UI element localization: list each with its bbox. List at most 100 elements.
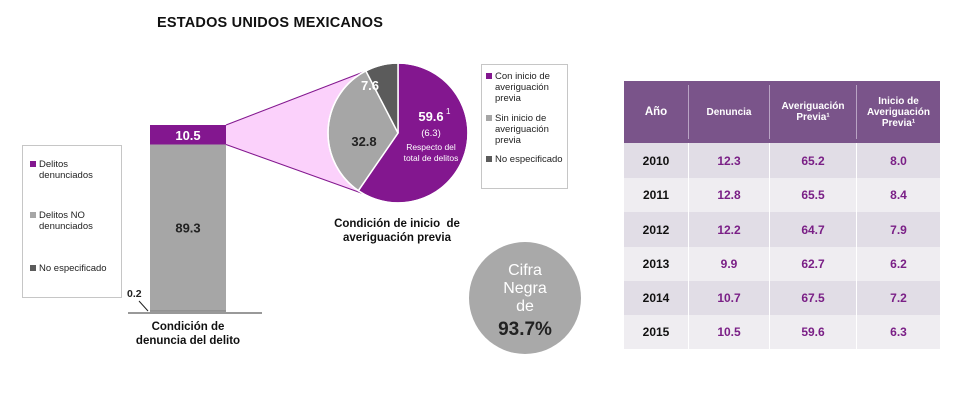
cell-year: 2013 — [642, 257, 670, 271]
data-table: Año Denuncia Averiguación Previa¹ Inicio… — [624, 81, 940, 349]
pie-label-superscript: 1 — [446, 107, 451, 116]
legend-label: averiguación — [495, 82, 549, 93]
cell-averiguacion: 65.5 — [801, 188, 825, 202]
pie-label-sin-inicio: 32.8 — [351, 134, 376, 149]
cell-denuncia: 9.9 — [720, 257, 738, 271]
column-divider — [688, 143, 689, 349]
legend-label: No especificado — [495, 154, 563, 165]
pie-caption-line: Condición de inicio de — [334, 218, 460, 230]
legend-label: averiguación — [495, 124, 549, 135]
cell-averiguacion: 67.5 — [801, 291, 825, 305]
header-divider — [856, 85, 857, 139]
legend-item-no-especificado: No especificado — [486, 154, 563, 165]
legend-label: Con inicio de — [495, 71, 550, 82]
header-inicio: Inicio de Averiguación Previa¹ — [857, 81, 940, 143]
header-label: Averiguación — [867, 106, 930, 118]
cell-denuncia: 10.5 — [717, 325, 741, 339]
cell-averiguacion: 64.7 — [801, 222, 825, 237]
cifra-negra-line: de — [516, 298, 534, 315]
cell-inicio: 6.3 — [890, 325, 907, 339]
legend-averiguacion: Con inicio de averiguación previa Sin in… — [481, 64, 568, 189]
header-label: Inicio de — [878, 95, 919, 107]
legend-label: previa — [495, 93, 521, 104]
header-label: Previa¹ — [881, 117, 916, 129]
header-label: Denuncia — [706, 106, 752, 118]
bar-caption-line: Condición de — [151, 321, 225, 333]
legend-denuncia: Delitos denunciados Delitos NO denunciad… — [22, 145, 122, 298]
cell-inicio: 7.9 — [890, 222, 907, 237]
pie-label-con-inicio: 59.6 — [418, 109, 443, 124]
cell-year: 2012 — [642, 222, 670, 237]
header-denuncia: Denuncia — [689, 81, 769, 143]
pie-label-no-especificado: 7.6 — [361, 78, 379, 93]
bar-label-denunciados: 10.5 — [175, 128, 200, 143]
cell-inicio: 8.0 — [890, 153, 907, 168]
table-header: Año Denuncia Averiguación Previa¹ Inicio… — [624, 81, 940, 143]
cifra-negra-value: 93.7% — [498, 319, 552, 340]
table-row: 2015 10.5 59.6 6.3 — [624, 315, 940, 349]
header-divider — [688, 85, 689, 139]
bar-segment-no-denunciados — [150, 144, 226, 311]
cell-denuncia: 10.7 — [717, 291, 741, 305]
pie-note-line: total de delitos — [404, 153, 459, 163]
cell-averiguacion: 59.6 — [801, 325, 825, 339]
legend-label: denunciados — [39, 221, 93, 232]
bar-caption: Condición de denuncia del delito — [118, 320, 258, 348]
header-label: Año — [644, 105, 668, 118]
header-divider — [769, 85, 770, 139]
table-row: 2012 12.2 64.7 7.9 — [624, 212, 940, 247]
cell-inicio: 6.2 — [890, 257, 907, 271]
pie-caption: Condición de inicio de averiguación prev… — [322, 217, 472, 245]
cifra-negra-line: Cifra — [508, 262, 542, 279]
legend-label: Sin inicio de — [495, 113, 547, 124]
column-divider — [769, 143, 770, 349]
legend-item-no-denunciados: Delitos NO denunciados — [30, 210, 93, 232]
legend-item-no-especificado: No especificado — [30, 263, 107, 274]
table-row: 2010 12.3 65.2 8.0 — [624, 143, 940, 178]
legend-label: Delitos NO — [39, 210, 85, 221]
cell-inicio: 7.2 — [890, 291, 907, 305]
header-label: Previa¹ — [796, 112, 830, 123]
cell-averiguacion: 62.7 — [801, 257, 825, 271]
legend-label: No especificado — [39, 263, 107, 274]
bar-segment-no-especificado — [150, 310, 226, 312]
cell-inicio: 8.4 — [890, 188, 907, 202]
connector-line-bottom — [225, 144, 379, 200]
bar-label-no-especificado: 0.2 — [127, 288, 142, 300]
legend-label: denunciados — [39, 170, 93, 181]
cell-year: 2015 — [642, 325, 670, 339]
header-averiguacion: Averiguación Previa¹ — [770, 81, 856, 143]
cell-denuncia: 12.2 — [717, 222, 741, 237]
legend-label: Delitos — [39, 159, 69, 170]
pie-note-line: Respecto del — [406, 142, 456, 152]
table-row: 2011 12.8 65.5 8.4 — [624, 178, 940, 212]
table-row: 2014 10.7 67.5 7.2 — [624, 281, 940, 315]
legend-swatch-purple — [486, 73, 492, 79]
bar-caption-line: denuncia del delito — [135, 335, 241, 347]
bar-label-no-denunciados: 89.3 — [175, 221, 200, 236]
cell-denuncia: 12.8 — [717, 188, 741, 202]
legend-swatch-darkgray — [486, 156, 492, 162]
cell-year: 2011 — [642, 188, 670, 202]
pie-note-value: (6.3) — [421, 128, 441, 139]
legend-label: previa — [495, 135, 521, 146]
legend-swatch-purple — [30, 161, 36, 167]
cifra-negra-circle — [469, 242, 581, 354]
column-divider — [856, 143, 857, 349]
legend-swatch-gray — [486, 115, 492, 121]
cell-denuncia: 12.3 — [717, 153, 741, 168]
bar-segment-denunciados — [150, 125, 226, 145]
pie-outline — [327, 62, 469, 204]
table-row: 2013 9.9 62.7 6.2 — [624, 247, 940, 281]
header-label: Averiguación — [781, 101, 845, 112]
connector-line-top — [225, 70, 367, 126]
cell-averiguacion: 65.2 — [801, 153, 825, 168]
legend-swatch-gray — [30, 212, 36, 218]
page-title: ESTADOS UNIDOS MEXICANOS — [157, 15, 384, 31]
pie-caption-line: averiguación previa — [342, 232, 452, 244]
header-anio: Año — [624, 81, 688, 143]
legend-item-denunciados: Delitos denunciados — [30, 159, 93, 181]
bar-label-pointer — [138, 300, 149, 312]
